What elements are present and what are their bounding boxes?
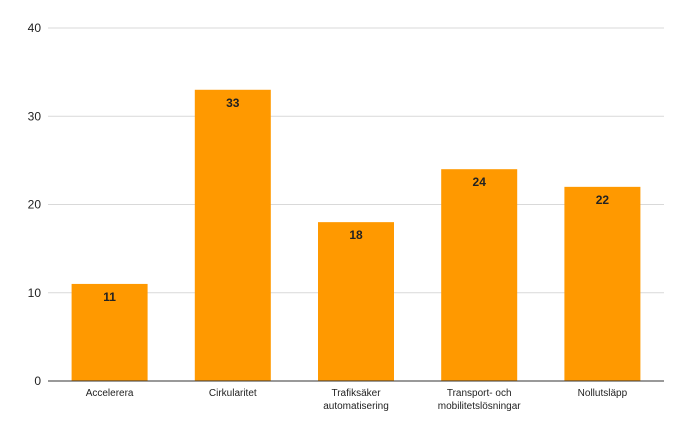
x-tick-label: Transport- och mobilitetslösningar bbox=[438, 388, 521, 412]
bar bbox=[441, 169, 518, 381]
bar bbox=[318, 222, 394, 381]
y-tick-label: 20 bbox=[28, 198, 42, 212]
x-tick-label: Accelerera bbox=[86, 388, 134, 399]
data-labels: 11 33 18 24 22 bbox=[103, 96, 609, 304]
bars bbox=[71, 89, 641, 382]
y-tick-label: 10 bbox=[28, 286, 42, 300]
x-tick-label: Cirkularitet bbox=[209, 388, 257, 399]
data-label: 33 bbox=[226, 96, 240, 110]
data-label: 24 bbox=[473, 175, 487, 189]
data-label: 11 bbox=[103, 290, 116, 304]
y-tick-label: 40 bbox=[28, 21, 42, 35]
x-tick-label: Trafiksäker automatisering bbox=[323, 388, 389, 412]
bar bbox=[194, 89, 271, 382]
y-tick-label: 0 bbox=[34, 374, 41, 388]
bar bbox=[564, 186, 641, 381]
bar bbox=[71, 283, 148, 381]
x-tick-label: Nollutsläpp bbox=[578, 388, 628, 399]
data-label: 22 bbox=[596, 193, 610, 207]
y-tick-label: 30 bbox=[28, 109, 42, 123]
y-axis-ticks: 0 10 20 30 40 bbox=[28, 21, 42, 388]
x-axis-labels: Accelerera Cirkularitet Trafiksäker automat… bbox=[86, 388, 628, 412]
data-label: 18 bbox=[349, 228, 363, 242]
